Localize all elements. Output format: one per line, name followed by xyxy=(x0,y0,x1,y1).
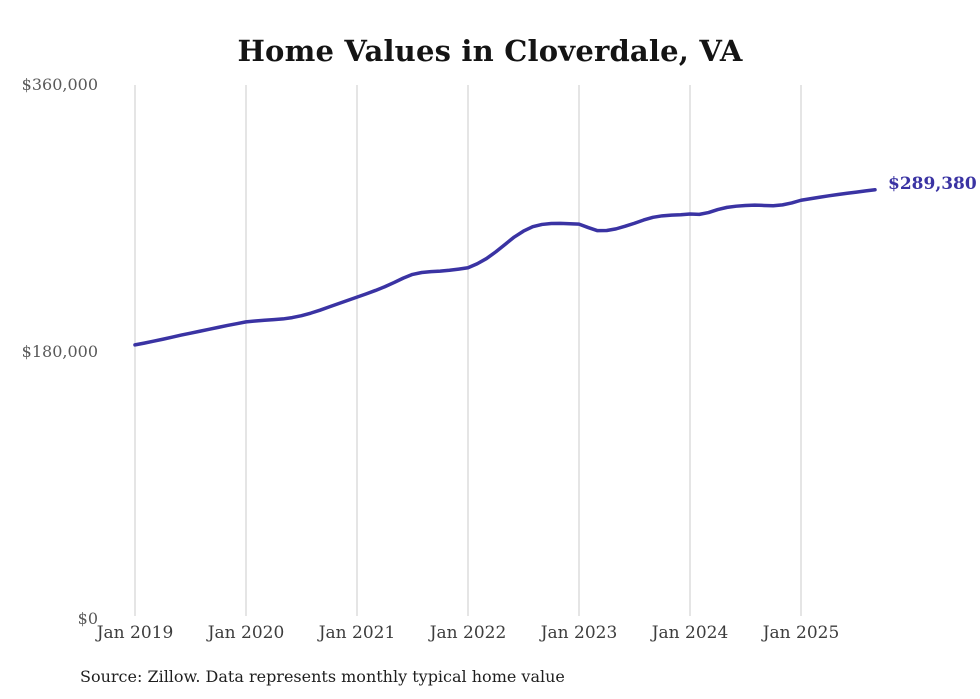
y-axis-tick-label: $360,000 xyxy=(21,75,98,94)
y-axis-tick-label: $180,000 xyxy=(21,342,98,361)
last-value-label: $289,380 xyxy=(888,173,977,194)
home-value-line xyxy=(133,188,877,347)
x-axis-tick-label: Jan 2022 xyxy=(429,623,507,643)
x-axis-tick-label: Jan 2021 xyxy=(318,623,396,643)
chart-title: Home Values in Cloverdale, VA xyxy=(237,34,743,68)
x-axis-tick-label: Jan 2025 xyxy=(762,623,840,643)
x-axis-tick-label: Jan 2024 xyxy=(651,623,729,643)
y-axis-tick-label: $0 xyxy=(77,609,98,628)
source-note: Source: Zillow. Data represents monthly … xyxy=(80,667,565,686)
x-axis-tick-label: Jan 2020 xyxy=(207,623,285,643)
x-axis-tick-label: Jan 2019 xyxy=(96,623,174,643)
x-axis-tick-label: Jan 2023 xyxy=(540,623,618,643)
